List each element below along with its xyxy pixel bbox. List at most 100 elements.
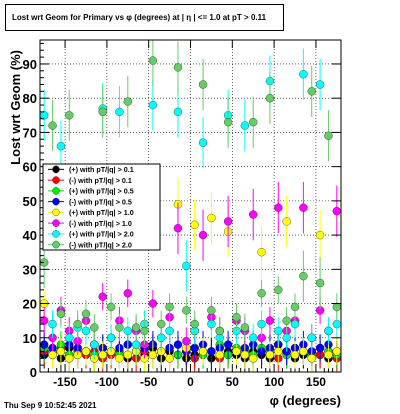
- data-point: [182, 347, 191, 356]
- plot-title: Lost wrt Geom for Primary vs φ (degrees)…: [5, 4, 284, 31]
- data-point: [48, 319, 57, 329]
- data-point: [123, 97, 132, 106]
- legend-marker: [52, 165, 60, 174]
- y-tick-label: 90: [23, 57, 37, 72]
- data-point: [173, 340, 183, 349]
- data-point: [65, 354, 74, 363]
- data-point: [165, 347, 174, 356]
- data-point: [182, 306, 191, 315]
- data-point: [157, 333, 166, 342]
- data-point: [190, 354, 199, 363]
- y-tick-label: 60: [23, 160, 37, 175]
- data-point: [282, 326, 291, 336]
- data-point: [148, 350, 158, 360]
- y-tick-label: 50: [23, 194, 37, 209]
- data-point: [240, 323, 249, 332]
- data-point: [81, 309, 91, 318]
- data-point: [207, 347, 216, 356]
- data-point: [106, 333, 116, 342]
- data-point: [165, 302, 174, 312]
- data-point: [198, 340, 208, 349]
- data-point: [299, 70, 308, 79]
- data-point: [290, 316, 300, 325]
- data-point: [65, 350, 74, 360]
- data-point: [315, 306, 325, 315]
- data-point: [315, 350, 325, 360]
- data-point: [249, 210, 258, 219]
- data-point: [223, 111, 233, 120]
- data-point: [90, 350, 99, 360]
- data-point: [332, 347, 341, 356]
- data-point: [198, 138, 208, 147]
- series-5: [40, 182, 341, 359]
- data-point: [115, 350, 124, 360]
- data-point: [215, 350, 224, 360]
- data-point: [249, 354, 258, 363]
- data-point: [249, 354, 258, 363]
- data-point: [81, 347, 91, 356]
- data-point: [73, 319, 82, 329]
- plot-area: [40, 40, 341, 372]
- data-point: [290, 350, 300, 360]
- x-tick-label: -100: [95, 375, 119, 389]
- data-point: [123, 289, 132, 298]
- data-point: [240, 121, 249, 130]
- data-point: [315, 343, 325, 353]
- data-point: [257, 289, 266, 298]
- data-point: [73, 343, 82, 353]
- data-point: [223, 347, 233, 356]
- series-3: [40, 330, 341, 366]
- x-tick-label: 50: [226, 375, 240, 389]
- data-points: [40, 40, 341, 372]
- x-tick-label: 0: [187, 375, 194, 389]
- data-point: [157, 354, 166, 363]
- axes: -150 -100 -50 0 50 100 150 0 10 20 30 40 50 60 70 80 90 φ…: [8, 40, 342, 408]
- data-point: [223, 340, 233, 349]
- data-point: [265, 350, 275, 360]
- data-point: [132, 326, 141, 336]
- data-point: [249, 347, 258, 356]
- data-point: [198, 347, 208, 356]
- data-point: [173, 350, 183, 360]
- data-point: [240, 354, 249, 363]
- data-point: [106, 302, 116, 312]
- data-point: [165, 354, 174, 363]
- data-point: [40, 343, 49, 353]
- data-point: [81, 347, 91, 356]
- data-point: [98, 343, 107, 353]
- data-point: [282, 350, 291, 360]
- data-point: [257, 248, 266, 257]
- data-point: [123, 340, 132, 349]
- data-point: [106, 350, 116, 360]
- data-point: [157, 347, 166, 356]
- data-point: [65, 326, 74, 336]
- data-point: [81, 316, 91, 325]
- data-point: [115, 354, 124, 363]
- data-point: [299, 347, 308, 356]
- data-point: [157, 347, 166, 356]
- data-point: [215, 333, 224, 342]
- data-point: [81, 350, 91, 360]
- data-point: [56, 306, 66, 315]
- data-point: [123, 340, 132, 349]
- data-point: [249, 340, 258, 349]
- data-point: [282, 350, 291, 360]
- data-point: [56, 354, 66, 363]
- data-point: [207, 319, 216, 329]
- legend-marker: [52, 176, 60, 184]
- data-point: [115, 347, 124, 356]
- data-point: [315, 278, 325, 288]
- y-tick-label: 70: [23, 125, 37, 140]
- data-point: [215, 340, 224, 349]
- data-point: [56, 347, 66, 356]
- data-point: [215, 343, 224, 353]
- data-point: [123, 326, 132, 336]
- data-point: [48, 343, 57, 353]
- data-point: [165, 343, 174, 353]
- legend-label: (+) with pT/|q| > 0.5: [69, 187, 134, 196]
- data-point: [98, 104, 107, 113]
- data-point: [73, 337, 82, 346]
- data-point: [207, 313, 216, 322]
- data-point: [56, 141, 66, 151]
- data-point: [265, 343, 275, 353]
